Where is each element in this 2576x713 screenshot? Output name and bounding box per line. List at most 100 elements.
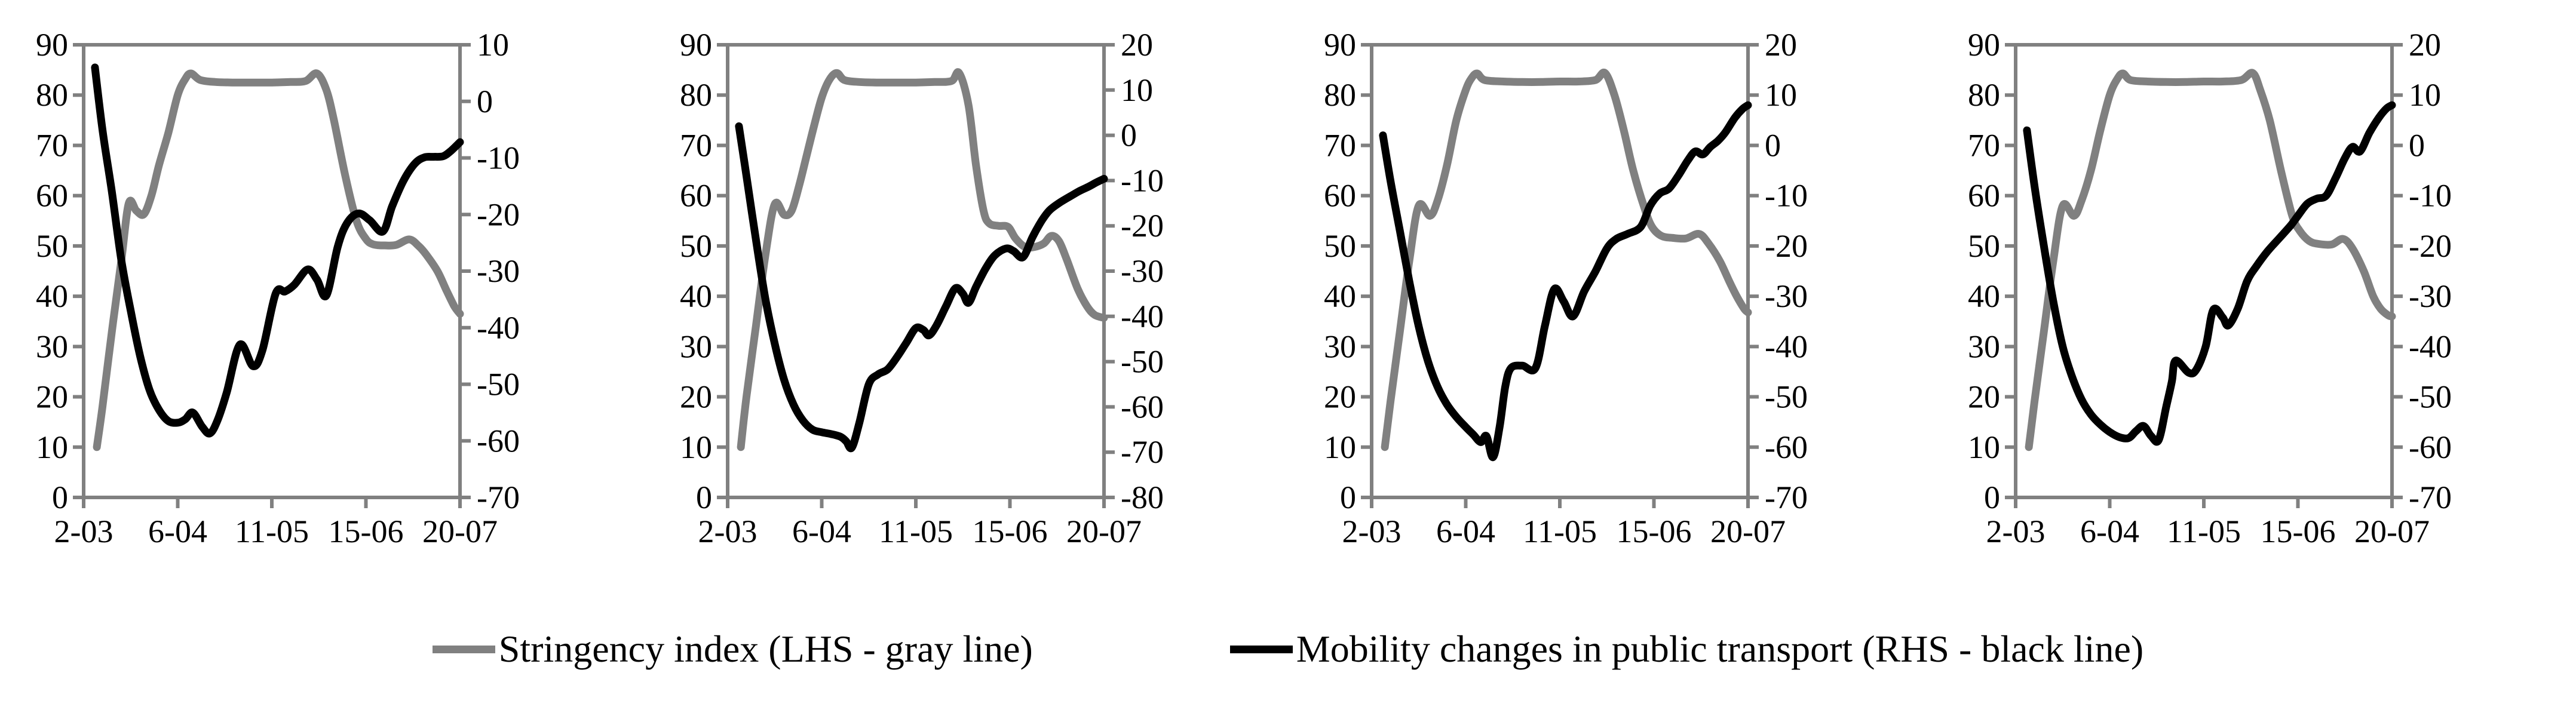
svg-text:-50: -50: [2409, 379, 2452, 415]
svg-text:15-06: 15-06: [1617, 514, 1692, 549]
dual-axis-line-chart-4: 90 80 70 60 50 40 30 20 10 0 20 10 0 -10 -20 -30 -40 -50 -…: [1968, 27, 2452, 549]
svg-text:-40: -40: [477, 310, 520, 346]
svg-text:-50: -50: [1121, 344, 1164, 380]
svg-text:0: 0: [1984, 480, 2000, 515]
svg-text:-10: -10: [1765, 178, 1808, 214]
svg-text:70: 70: [1324, 127, 1356, 163]
svg-text:50: 50: [1324, 228, 1356, 264]
svg-text:-10: -10: [1121, 162, 1164, 198]
svg-text:10: 10: [1968, 429, 2000, 465]
svg-text:-30: -30: [1765, 278, 1808, 314]
svg-text:30: 30: [680, 328, 712, 364]
dual-axis-line-chart-1: 90 80 70 60 50 40 30 20 10 0 10 0 -10 -20 -30 -40 -50 -60…: [36, 27, 520, 549]
svg-text:10: 10: [1765, 77, 1797, 113]
svg-text:6-04: 6-04: [792, 514, 851, 549]
svg-text:-70: -70: [477, 480, 520, 515]
legend-item-stringency: Stringency index (LHS - gray line): [432, 627, 1033, 671]
svg-text:20-07: 20-07: [422, 514, 498, 549]
svg-text:-20: -20: [2409, 228, 2452, 264]
svg-text:40: 40: [680, 278, 712, 314]
legend-label-stringency: Stringency index (LHS - gray line): [498, 628, 1033, 670]
dual-axis-line-chart-3: 90 80 70 60 50 40 30 20 10 0 20 10 0 -10 -20 -30 -40 -50 -…: [1324, 27, 1808, 549]
svg-text:10: 10: [36, 429, 68, 465]
svg-text:-50: -50: [477, 367, 520, 402]
svg-text:11-05: 11-05: [879, 514, 953, 549]
svg-text:-70: -70: [2409, 480, 2452, 515]
svg-text:0: 0: [1765, 127, 1781, 163]
svg-text:70: 70: [36, 127, 68, 163]
svg-text:10: 10: [1324, 429, 1356, 465]
svg-text:20: 20: [36, 379, 68, 415]
svg-text:20-07: 20-07: [2354, 514, 2430, 549]
svg-text:50: 50: [680, 228, 712, 264]
svg-text:-70: -70: [1765, 480, 1808, 515]
svg-text:15-06: 15-06: [973, 514, 1048, 549]
svg-text:-10: -10: [477, 140, 520, 176]
svg-text:90: 90: [1968, 27, 2000, 63]
svg-text:-30: -30: [1121, 253, 1164, 289]
svg-text:-10: -10: [2409, 178, 2452, 214]
svg-text:50: 50: [36, 228, 68, 264]
svg-text:80: 80: [680, 77, 712, 113]
svg-text:20: 20: [680, 379, 712, 415]
svg-text:-30: -30: [2409, 278, 2452, 314]
svg-text:2-03: 2-03: [54, 514, 114, 549]
svg-text:6-04: 6-04: [2080, 514, 2139, 549]
svg-text:10: 10: [477, 27, 509, 63]
svg-text:60: 60: [680, 178, 712, 214]
chart-panel-1: 90 80 70 60 50 40 30 20 10 0 10 0 -10 -20 -30 -40 -50 -60…: [0, 0, 644, 567]
svg-text:50: 50: [1968, 228, 2000, 264]
svg-text:-30: -30: [477, 253, 520, 289]
svg-text:11-05: 11-05: [1523, 514, 1597, 549]
svg-text:60: 60: [1968, 178, 2000, 214]
svg-text:90: 90: [1324, 27, 1356, 63]
gray-line-swatch: [432, 645, 495, 653]
svg-text:15-06: 15-06: [2261, 514, 2336, 549]
chart-legend: Stringency index (LHS - gray line) Mobil…: [0, 627, 2576, 671]
svg-text:0: 0: [1121, 118, 1137, 153]
svg-text:40: 40: [36, 278, 68, 314]
svg-text:0: 0: [2409, 127, 2425, 163]
svg-text:20-07: 20-07: [1710, 514, 1786, 549]
svg-text:2-03: 2-03: [1342, 514, 1402, 549]
chart-panel-2: 90 80 70 60 50 40 30 20 10 0 20 10 0 -10 -20 -30 -40 -50 -…: [644, 0, 1288, 567]
svg-text:-20: -20: [1121, 208, 1164, 244]
svg-text:6-04: 6-04: [148, 514, 207, 549]
svg-text:60: 60: [36, 178, 68, 214]
svg-text:0: 0: [477, 84, 493, 119]
svg-text:70: 70: [1968, 127, 2000, 163]
svg-text:10: 10: [680, 429, 712, 465]
svg-text:30: 30: [36, 328, 68, 364]
svg-text:60: 60: [1324, 178, 1356, 214]
svg-text:0: 0: [696, 480, 712, 515]
legend-label-mobility: Mobility changes in public transport (RH…: [1296, 628, 2144, 670]
svg-text:-60: -60: [2409, 429, 2452, 465]
svg-text:-40: -40: [1765, 328, 1808, 364]
svg-text:80: 80: [1968, 77, 2000, 113]
svg-text:90: 90: [36, 27, 68, 63]
svg-text:30: 30: [1968, 328, 2000, 364]
svg-text:20: 20: [2409, 27, 2441, 63]
svg-text:-50: -50: [1765, 379, 1808, 415]
legend-item-mobility: Mobility changes in public transport (RH…: [1229, 627, 2144, 671]
svg-text:30: 30: [1324, 328, 1356, 364]
svg-text:40: 40: [1324, 278, 1356, 314]
svg-text:-60: -60: [477, 423, 520, 459]
dual-axis-line-chart-2: 90 80 70 60 50 40 30 20 10 0 20 10 0 -10 -20 -30 -40 -50 -…: [680, 27, 1164, 549]
svg-text:20-07: 20-07: [1066, 514, 1142, 549]
svg-text:-40: -40: [2409, 328, 2452, 364]
black-line-swatch: [1229, 645, 1293, 653]
charts-row: 90 80 70 60 50 40 30 20 10 0 10 0 -10 -20 -30 -40 -50 -60…: [0, 0, 2576, 567]
svg-text:11-05: 11-05: [2167, 514, 2241, 549]
svg-text:10: 10: [2409, 77, 2441, 113]
chart-panel-4: 90 80 70 60 50 40 30 20 10 0 20 10 0 -10 -20 -30 -40 -50 -…: [1932, 0, 2576, 567]
svg-text:90: 90: [680, 27, 712, 63]
svg-text:0: 0: [1340, 480, 1356, 515]
svg-text:-80: -80: [1121, 480, 1164, 515]
svg-text:20: 20: [1121, 27, 1153, 63]
svg-text:-40: -40: [1121, 299, 1164, 334]
svg-text:0: 0: [52, 480, 68, 515]
svg-text:-60: -60: [1765, 429, 1808, 465]
svg-text:10: 10: [1121, 72, 1153, 108]
svg-text:-20: -20: [477, 196, 520, 232]
